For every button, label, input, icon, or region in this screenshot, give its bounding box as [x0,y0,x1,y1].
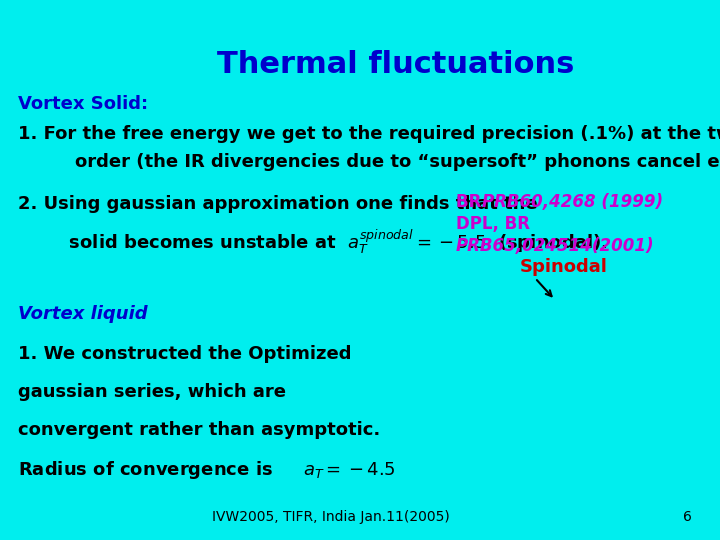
Text: Vortex liquid: Vortex liquid [18,305,148,323]
Text: 2. Using gaussian approximation one finds that the: 2. Using gaussian approximation one find… [18,195,538,213]
Text: Radius of convergence is     $a_T = -4.5$: Radius of convergence is $a_T = -4.5$ [18,459,396,481]
Text: Spinodal: Spinodal [520,258,608,276]
Text: PRB65,024514(2001): PRB65,024514(2001) [456,237,654,255]
Text: IVW2005, TIFR, India Jan.11(2005): IVW2005, TIFR, India Jan.11(2005) [212,510,450,524]
Text: 1. For the free energy we get to the required precision (.1%) at the two loop: 1. For the free energy we get to the req… [18,125,720,143]
Text: Thermal fluctuations: Thermal fluctuations [217,50,575,79]
Text: gaussian series, which are: gaussian series, which are [18,383,286,401]
Text: 6: 6 [683,510,692,524]
Text: solid becomes unstable at  $a_T^{spinodal} = -5.5$  (spinodal).: solid becomes unstable at $a_T^{spinodal… [50,228,608,256]
Text: convergent rather than asymptotic.: convergent rather than asymptotic. [18,421,380,439]
Text: 1. We constructed the Optimized: 1. We constructed the Optimized [18,345,351,363]
Text: order (the IR divergencies due to “supersoft” phonons cancel exactly) :: order (the IR divergencies due to “super… [50,153,720,171]
Text: BR: BR [456,193,487,211]
Text: PRB60,4268 (1999): PRB60,4268 (1999) [482,193,663,211]
Text: DPL, BR: DPL, BR [456,215,530,233]
Text: Vortex Solid:: Vortex Solid: [18,95,148,113]
